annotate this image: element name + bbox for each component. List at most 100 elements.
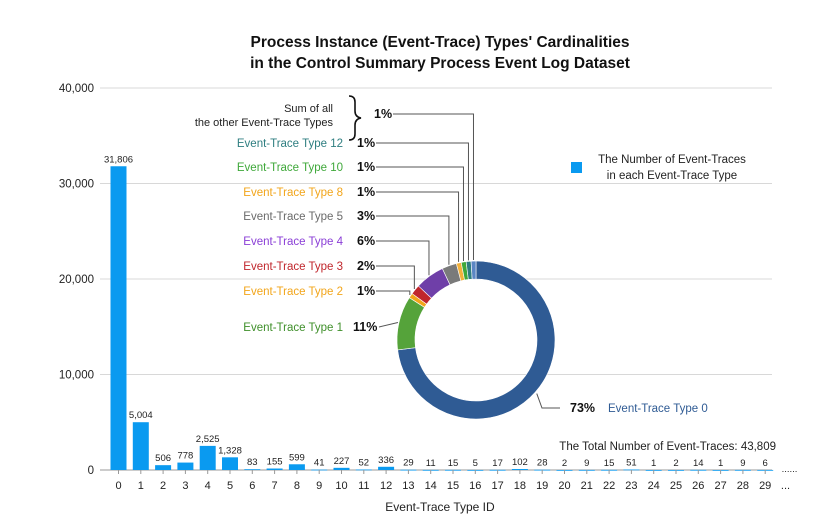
legend: The Number of Event-Traces in each Event… <box>571 154 746 182</box>
x-tick-label-24: 24 <box>648 480 660 492</box>
bar-value-label-24: 1 <box>651 458 656 469</box>
donut-slice-9 <box>470 260 477 280</box>
bar-value-label-3: 778 <box>177 451 193 462</box>
y-axis-ticks: 0 10,000 20,000 30,000 40,000 <box>59 83 94 477</box>
slice-pct-6: 1% <box>357 185 375 199</box>
donut-slice-labels: 73% Event-Trace Type 0 11% Event-Trace Type… <box>195 95 708 415</box>
x-tick-label-23: 23 <box>625 480 637 492</box>
x-tick-label-2: 2 <box>160 480 166 492</box>
bars <box>110 166 774 471</box>
x-tick-label-0: 0 <box>115 480 121 492</box>
bar-type-12 <box>378 466 395 470</box>
x-tick-label-13: 13 <box>402 480 414 492</box>
bar-type-6 <box>244 469 261 471</box>
bar-value-label-21: 9 <box>584 458 589 469</box>
x-tick-ellipsis: ... <box>781 480 790 492</box>
slice-pct-0: 73% <box>570 401 595 415</box>
donut-slice-0 <box>397 260 556 420</box>
bar-type-18 <box>511 469 528 470</box>
brace-icon <box>348 95 362 141</box>
leader-line-8 <box>376 142 469 261</box>
legend-label-line-2: in each Event-Trace Type <box>607 170 737 182</box>
x-tick-label-9: 9 <box>316 480 322 492</box>
bar-type-4 <box>199 445 216 470</box>
bar-value-label-16: 5 <box>473 458 478 469</box>
x-tick-label-29: 29 <box>759 480 771 492</box>
bar-value-label-27: 1 <box>718 458 723 469</box>
x-tick-label-6: 6 <box>249 480 255 492</box>
slice-name-7: Event-Trace Type 10 <box>237 162 343 174</box>
x-tick-label-27: 27 <box>714 480 726 492</box>
x-tick-label-11: 11 <box>358 480 369 492</box>
legend-swatch <box>571 162 582 173</box>
bar-type-23 <box>623 469 640 471</box>
bar-value-label-5: 1,328 <box>218 445 242 456</box>
leader-line-0 <box>536 393 560 409</box>
bar-type-5 <box>222 457 238 470</box>
slice-name-3: Event-Trace Type 3 <box>243 261 343 273</box>
bar-value-label-19: 28 <box>537 458 548 469</box>
total-traces-label: The Total Number of Event-Traces: 43,809 <box>559 441 776 453</box>
slice-pct-3: 2% <box>357 259 375 273</box>
x-tick-label-16: 16 <box>469 480 481 492</box>
x-tick-label-8: 8 <box>294 480 300 492</box>
bar-type-1 <box>132 422 149 470</box>
donut-slice-1 <box>396 297 425 351</box>
bar-value-label-6: 83 <box>247 457 258 468</box>
bar-value-label-13: 29 <box>403 458 414 469</box>
leader-line-3 <box>376 265 415 290</box>
x-tick-label-7: 7 <box>272 480 278 492</box>
bar-type-3 <box>177 462 194 470</box>
legend-label-line-1: The Number of Event-Traces <box>598 154 746 166</box>
x-axis-ticks: 0 1 2 3 4 5 6 7 8 9 10 11 12 13 14 15 16 17 18 19 20 21 22 23 24… <box>115 470 790 492</box>
slice-name-8: Event-Trace Type 12 <box>237 138 343 150</box>
x-tick-label-21: 21 <box>581 480 593 492</box>
bar-value-label-25: 2 <box>673 458 678 469</box>
leader-line-5 <box>376 215 450 265</box>
chart-title-line-2: in the Control Summary Process Event Log… <box>250 55 630 72</box>
bar-value-label-8: 599 <box>289 452 305 463</box>
bar-type-10 <box>333 467 350 470</box>
bar-type-8 <box>288 464 305 470</box>
slice-pct-4: 6% <box>357 234 375 248</box>
y-tick-label-3: 30,000 <box>59 179 94 191</box>
leader-line-2 <box>376 290 411 296</box>
slice-pct-5: 3% <box>357 209 375 223</box>
slice-pct-2: 1% <box>357 284 375 298</box>
y-tick-label-0: 0 <box>88 465 94 477</box>
bar-type-11 <box>355 469 372 471</box>
bar-value-label-10: 227 <box>334 456 350 467</box>
x-tick-label-25: 25 <box>670 480 682 492</box>
bar-value-label-12: 336 <box>378 455 394 466</box>
x-tick-label-18: 18 <box>514 480 526 492</box>
slice-pct-7: 1% <box>357 160 375 174</box>
slice-name-4: Event-Trace Type 4 <box>243 236 343 248</box>
bar-value-label-2: 506 <box>155 453 171 464</box>
slice-pct-9: 1% <box>374 107 392 121</box>
slice-name-5: Event-Trace Type 5 <box>243 211 343 223</box>
bar-value-label-15: 15 <box>448 458 459 469</box>
bar-value-label-18: 102 <box>512 457 528 468</box>
bar-value-label-14: 11 <box>426 458 436 469</box>
slice-name-9-line-1: Sum of all <box>284 103 333 115</box>
x-tick-label-14: 14 <box>425 480 437 492</box>
leader-line-6 <box>376 191 460 262</box>
x-tick-label-17: 17 <box>491 480 503 492</box>
x-tick-label-26: 26 <box>692 480 704 492</box>
slice-pct-8: 1% <box>357 136 375 150</box>
slice-name-1: Event-Trace Type 1 <box>243 322 343 334</box>
bar-value-label-28: 9 <box>740 458 745 469</box>
x-tick-label-3: 3 <box>182 480 188 492</box>
leader-line-7 <box>376 166 464 261</box>
leader-line-1 <box>378 322 399 328</box>
bar-value-label-20: 2 <box>562 458 567 469</box>
slice-name-2: Event-Trace Type 2 <box>243 286 343 298</box>
bar-value-label-9: 41 <box>314 458 325 469</box>
bar-type-0 <box>110 166 127 471</box>
x-tick-label-10: 10 <box>335 480 347 492</box>
x-tick-label-20: 20 <box>558 480 570 492</box>
y-tick-label-2: 20,000 <box>59 274 94 286</box>
x-tick-label-28: 28 <box>737 480 749 492</box>
